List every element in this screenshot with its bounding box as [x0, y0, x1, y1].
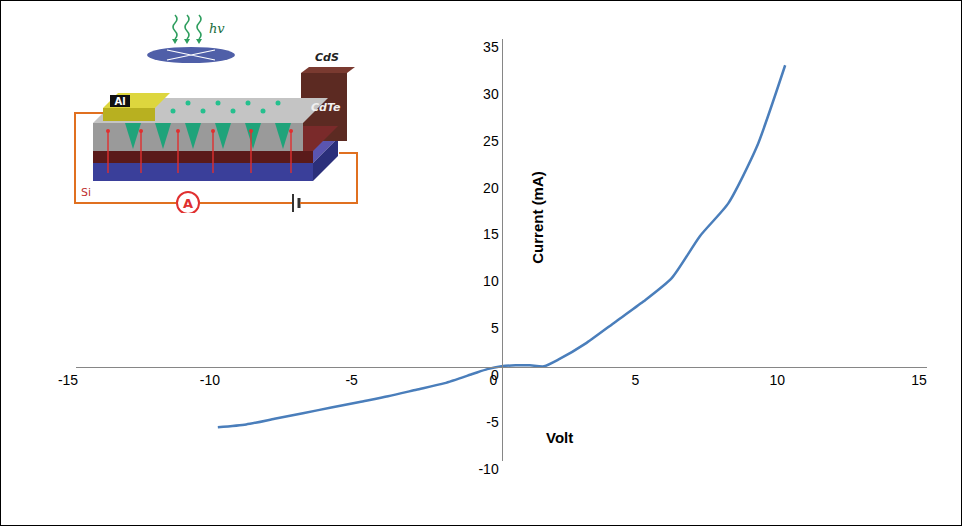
svg-text:5: 5: [491, 320, 499, 336]
svg-text:Al: Al: [114, 96, 125, 107]
svg-text:hv: hv: [209, 21, 225, 36]
svg-text:15: 15: [483, 226, 499, 242]
svg-text:10: 10: [769, 372, 785, 388]
svg-text:30: 30: [483, 86, 499, 102]
svg-text:A: A: [183, 196, 193, 211]
svg-text:0: 0: [491, 367, 499, 383]
svg-text:20: 20: [483, 180, 499, 196]
svg-text:0: 0: [490, 372, 498, 388]
svg-text:Volt: Volt: [546, 429, 573, 446]
svg-text:-5: -5: [345, 372, 358, 388]
svg-text:25: 25: [483, 133, 499, 149]
svg-text:-5: -5: [486, 414, 499, 430]
svg-text:Si: Si: [81, 186, 91, 199]
svg-text:35: 35: [483, 39, 499, 55]
svg-text:-10: -10: [478, 461, 498, 477]
svg-text:-10: -10: [200, 372, 220, 388]
svg-text:CdS: CdS: [315, 51, 339, 64]
svg-text:10: 10: [483, 273, 499, 289]
svg-text:5: 5: [631, 372, 639, 388]
svg-text:-15: -15: [58, 372, 78, 388]
svg-text:Current (mA): Current (mA): [529, 171, 546, 264]
svg-text:15: 15: [911, 372, 927, 388]
svg-text:CdTe: CdTe: [311, 101, 341, 114]
